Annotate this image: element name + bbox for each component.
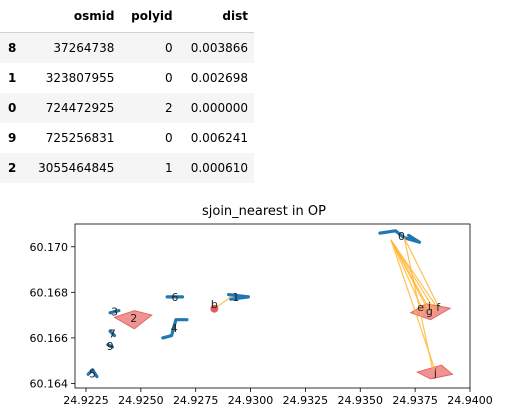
x-tick-label: 24.9275 (173, 394, 219, 407)
nearest-connector (390, 239, 440, 311)
cell-polyid: 2 (164, 101, 173, 115)
plot-frame (74, 223, 471, 389)
feature-label: b (211, 298, 218, 311)
plot-output: sjoin_nearest in OP 24.9225 24.9250 24.927… (0, 196, 529, 418)
nearest-connector (403, 237, 440, 309)
nearest-connector (390, 239, 436, 311)
cell-dist: 0.000610 (190, 161, 248, 175)
x-tick-label: 24.9325 (283, 394, 329, 407)
cell-osmid: 725256831 (45, 131, 115, 145)
line-feature (108, 329, 117, 338)
row-index: 0 (8, 101, 17, 115)
feature-label: 4 (171, 322, 178, 335)
index-header (0, 0, 25, 33)
line-feature (86, 368, 99, 379)
nearest-connector (390, 239, 425, 314)
x-tick-label: 24.9400 (447, 394, 493, 407)
cell-osmid: 724472925 (45, 101, 115, 115)
dataframe-table: osmid polyid dist 8 37264738 0 0.003866 … (0, 0, 254, 183)
y-tick-label: 60.168 (30, 286, 69, 299)
table-header-row: osmid polyid dist (0, 0, 254, 33)
x-tick-label: 24.9300 (228, 394, 274, 407)
cell-dist: 0.003866 (190, 41, 248, 55)
polygon-feature (415, 364, 454, 380)
cell-osmid: 3055464845 (38, 161, 115, 175)
table-row: 2 3055464845 1 0.000610 (0, 153, 254, 183)
plot-title: sjoin_nearest in OP (202, 204, 326, 219)
dataframe-output: osmid polyid dist 8 37264738 0 0.003866 … (0, 0, 256, 183)
y-tick-label: 60.164 (30, 377, 69, 390)
feature-label: 5 (89, 368, 96, 381)
y-tick-label: 60.170 (30, 241, 69, 254)
cell-dist: 0.006241 (190, 131, 248, 145)
table-row: 1 323807955 0 0.002698 (0, 63, 254, 93)
feature-label: 9 (107, 340, 114, 353)
row-index: 8 (8, 41, 17, 55)
sjoin-plot: sjoin_nearest in OP 24.9225 24.9250 24.927… (30, 204, 493, 407)
cell-dist: 0.002698 (190, 71, 248, 85)
cell-polyid: 1 (164, 161, 173, 175)
x-tick-label: 24.9350 (338, 394, 384, 407)
cell-polyid: 0 (164, 71, 173, 85)
cell-osmid: 37264738 (53, 41, 115, 55)
feature-label: 6 (171, 291, 178, 304)
point-feature (210, 304, 219, 313)
feature-label: g (426, 305, 433, 318)
y-tick-label: 60.166 (30, 332, 69, 345)
feature-label: f (436, 301, 441, 314)
row-index: 9 (8, 131, 17, 145)
feature-label: i (428, 300, 431, 313)
row-index: 2 (8, 161, 17, 175)
feature-label: 0 (398, 230, 405, 243)
feature-label: 3 (111, 306, 118, 319)
column-header-polyid: polyid (120, 0, 179, 33)
polygon-feature (113, 310, 153, 330)
nearest-connector (403, 237, 434, 370)
table-row: 8 37264738 0 0.003866 (0, 32, 254, 63)
line-feature (108, 308, 121, 315)
x-tick-label: 24.9375 (392, 394, 438, 407)
feature-label: j (433, 367, 437, 380)
feature-label: 1 (232, 291, 239, 304)
line-feature (227, 292, 250, 301)
feature-label: 7 (109, 327, 116, 340)
column-header-dist: dist (178, 0, 254, 33)
x-tick-label: 24.9250 (118, 394, 164, 407)
plot-layer: 24.9225 24.9250 24.9275 24.9300 24.9325 24.93… (30, 223, 493, 407)
nearest-connector (390, 239, 434, 316)
table-row: 0 724472925 2 0.000000 (0, 93, 254, 123)
feature-label: e (417, 301, 424, 314)
column-header-osmid: osmid (24, 0, 121, 33)
cell-polyid: 0 (164, 41, 173, 55)
line-feature (106, 343, 114, 349)
x-tick-label: 24.9225 (63, 394, 109, 407)
cell-polyid: 0 (164, 131, 173, 145)
line-feature (161, 318, 189, 340)
feature-label: 2 (130, 312, 137, 325)
cell-dist: 0.000000 (190, 101, 248, 115)
table-row: 9 725256831 0 0.006241 (0, 123, 254, 153)
cell-osmid: 323807955 (45, 71, 115, 85)
row-index: 1 (8, 71, 17, 85)
